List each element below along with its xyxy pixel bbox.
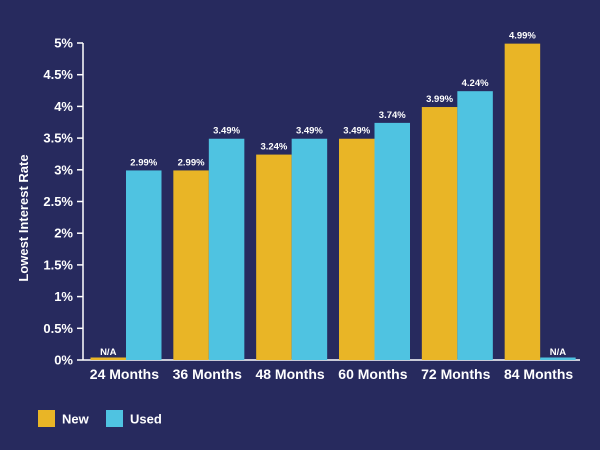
y-tick-label: 2% <box>54 226 73 241</box>
x-tick-label: 24 Months <box>90 366 159 382</box>
bar-used <box>208 138 245 360</box>
bar-new <box>173 170 209 360</box>
data-label: 3.49% <box>213 126 240 137</box>
bar-used <box>291 138 328 360</box>
x-tick-label: 36 Months <box>173 366 242 382</box>
bar-used <box>126 170 162 360</box>
data-label: 3.49% <box>343 126 370 137</box>
y-tick-label: 4% <box>54 99 73 114</box>
y-tick-label: 3% <box>54 162 73 177</box>
bar-new <box>421 107 458 360</box>
x-tick-label: 72 Months <box>421 366 490 382</box>
y-tick-label: 1% <box>54 289 73 304</box>
x-tick-label: 84 Months <box>504 366 573 382</box>
data-label: N/A <box>550 347 567 358</box>
bar-new-na <box>90 357 126 360</box>
y-tick-label: 0% <box>54 353 73 368</box>
data-label: 2.99% <box>178 157 205 168</box>
data-label: N/A <box>100 347 117 358</box>
legend: New Used <box>38 410 162 427</box>
legend-label-used: Used <box>130 412 162 427</box>
data-label: 2.99% <box>130 157 157 168</box>
bar-new <box>504 43 541 360</box>
y-axis-title: Lowest Interest Rate <box>16 154 31 281</box>
legend-swatch-used <box>106 410 123 427</box>
bar-new <box>339 138 375 360</box>
data-label: 4.24% <box>462 78 489 89</box>
bar-used <box>374 122 410 360</box>
data-label: 3.74% <box>379 110 406 121</box>
bars <box>90 43 576 361</box>
y-tick-label: 0.5% <box>43 321 73 336</box>
y-axis-title-group: Lowest Interest Rate <box>16 154 31 281</box>
legend-label-new: New <box>62 412 90 427</box>
data-label: 3.99% <box>426 94 453 105</box>
y-tick-label: 2.5% <box>43 194 73 209</box>
axes: 0% 0.5% 1% 1.5% 2% 2.5% 3% 3.5% 4% 4.5% 5% <box>43 36 580 368</box>
x-tick-label: 60 Months <box>338 366 407 382</box>
y-tick-label: 3.5% <box>43 131 73 146</box>
data-label: 3.49% <box>296 126 323 137</box>
x-tick-labels: 24 Months 36 Months 48 Months 60 Months 72 M… <box>90 366 574 382</box>
y-tick-label: 1.5% <box>43 257 73 272</box>
bar-used-na <box>540 357 576 360</box>
data-labels: N/A 2.99% 2.99% 3.49% 3.24% 3.49% 3.49% 3.74% 3.… <box>100 31 566 358</box>
x-tick-label: 48 Months <box>255 366 324 382</box>
data-label: 4.99% <box>509 31 536 42</box>
bar-new <box>256 154 292 360</box>
y-tick-label: 5% <box>54 36 73 51</box>
y-tick-label: 4.5% <box>43 67 73 82</box>
data-label: 3.24% <box>260 142 287 153</box>
bar-used <box>457 91 493 361</box>
legend-swatch-new <box>38 410 55 427</box>
